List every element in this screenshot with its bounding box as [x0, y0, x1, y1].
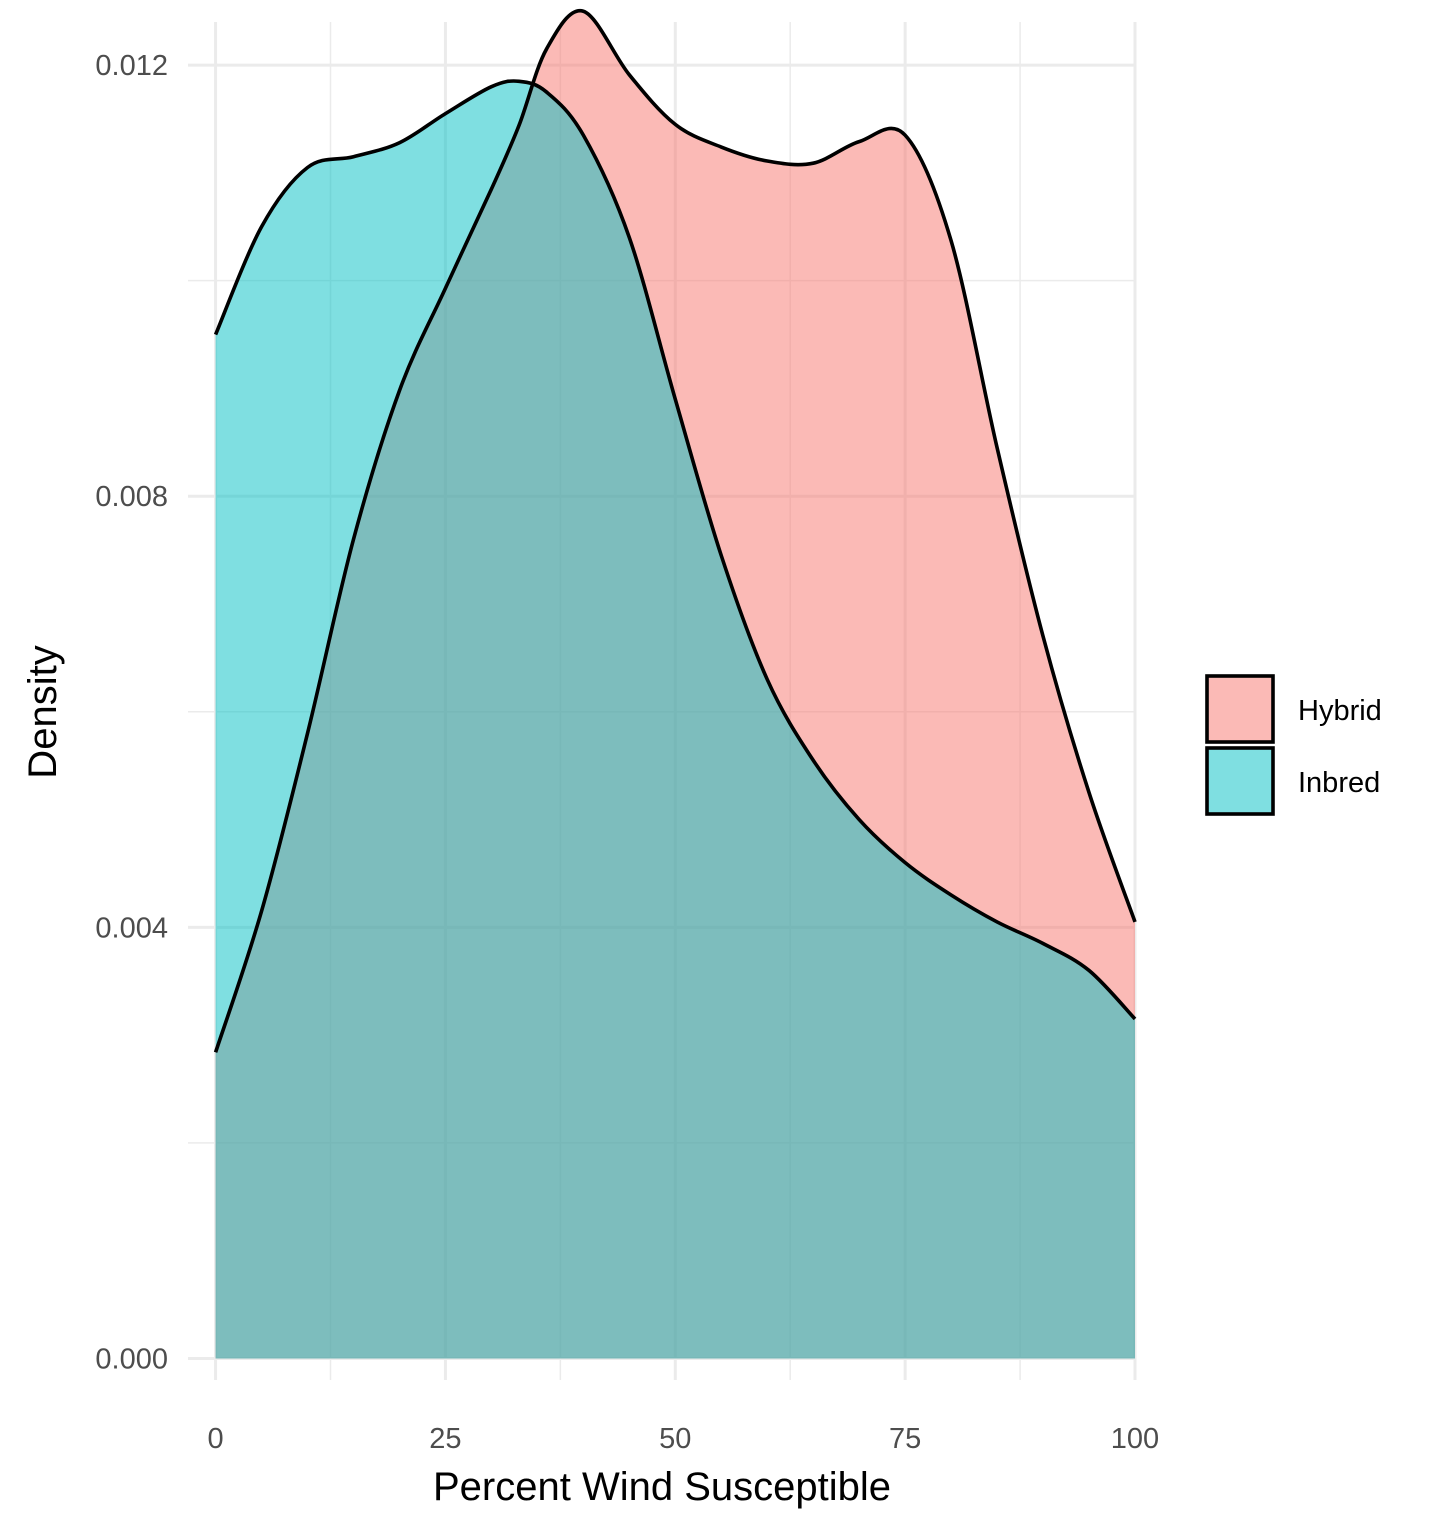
y-axis-title: Density: [21, 645, 65, 778]
legend: Hybrid Inbred: [1205, 674, 1382, 816]
y-tick-label: 0.000: [95, 1343, 168, 1375]
x-tick-label: 50: [659, 1423, 691, 1455]
legend-label-hybrid: Hybrid: [1298, 695, 1382, 727]
legend-label-inbred: Inbred: [1298, 767, 1380, 799]
legend-key-hybrid: [1205, 674, 1275, 744]
x-tick-label: 25: [429, 1423, 461, 1455]
density-areas: [215, 10, 1135, 1359]
y-tick-label: 0.008: [95, 481, 168, 513]
y-axis-tick-labels: 0.000 0.004 0.008 0.012: [95, 50, 168, 1375]
x-tick-label: 75: [889, 1423, 921, 1455]
y-tick-label: 0.012: [95, 50, 168, 82]
y-tick-label: 0.004: [95, 912, 168, 944]
density-line-hybrid: [213, 9, 1137, 1053]
legend-key-inbred: [1205, 746, 1275, 816]
density-outlines: [213, 9, 1137, 1053]
x-axis-tick-labels: 0 25 50 75 100: [208, 1423, 1160, 1455]
x-tick-label: 100: [1111, 1423, 1159, 1455]
x-tick-label: 0: [208, 1423, 224, 1455]
x-axis-title: Percent Wind Susceptible: [433, 1465, 891, 1509]
density-area-inbred: [215, 80, 1135, 1359]
density-line-inbred: [213, 79, 1137, 1021]
